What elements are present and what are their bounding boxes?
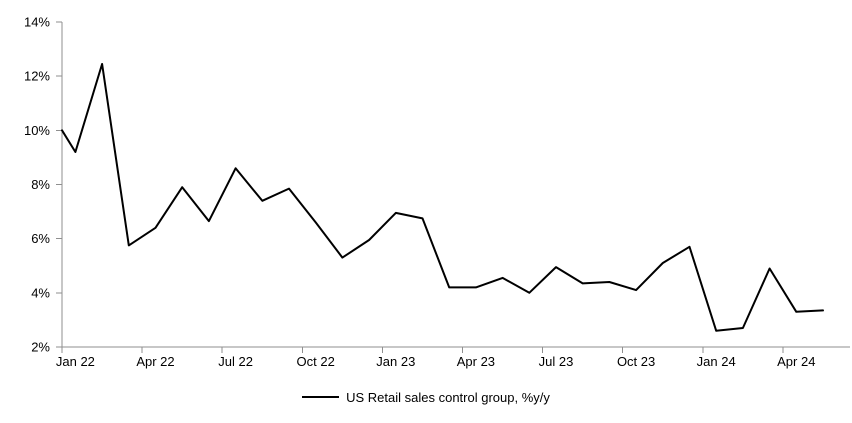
series-line [61, 63, 824, 332]
x-tick-label: Apr 22 [136, 354, 174, 369]
x-tick-label: Apr 24 [777, 354, 815, 369]
x-tick-label: Jan 22 [56, 354, 95, 369]
x-tick-label: Apr 23 [457, 354, 495, 369]
x-tick-label: Oct 23 [617, 354, 655, 369]
y-tick-label: 14% [24, 15, 50, 30]
x-tick-label: Jul 23 [539, 354, 574, 369]
y-tick-label: 6% [31, 231, 50, 246]
x-tick-label: Jan 23 [376, 354, 415, 369]
x-tick-label: Oct 22 [297, 354, 335, 369]
legend: US Retail sales control group, %y/y [0, 389, 852, 405]
legend-line-sample [302, 396, 340, 398]
legend-label: US Retail sales control group, %y/y [346, 389, 550, 405]
y-tick-label: 4% [31, 285, 50, 300]
y-tick-label: 10% [24, 123, 50, 138]
y-tick-label: 12% [24, 69, 50, 84]
y-tick-label: 8% [31, 177, 50, 192]
x-tick-label: Jul 22 [218, 354, 253, 369]
x-tick-label: Jan 24 [697, 354, 736, 369]
y-tick-label: 2% [31, 340, 50, 355]
